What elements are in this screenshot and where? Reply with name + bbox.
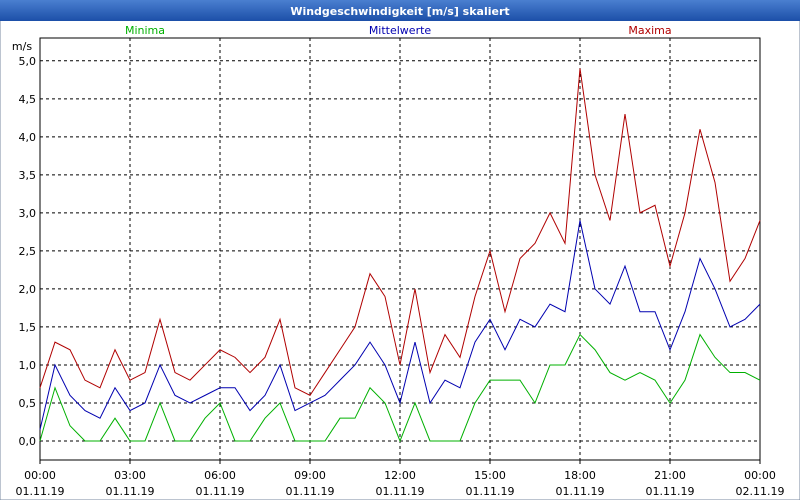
y-tick-label: 1,5	[19, 321, 37, 334]
x-tick-label: 06:00	[204, 469, 236, 482]
title-bar	[0, 0, 800, 21]
x-tick-label: 21:00	[654, 469, 686, 482]
x-tick-label: 12:00	[384, 469, 416, 482]
x-tick-label: 18:00	[564, 469, 596, 482]
x-tick-date: 02.11.19	[736, 485, 785, 498]
y-tick-label: 0,5	[19, 397, 37, 410]
y-tick-label: 2,5	[19, 245, 37, 258]
x-tick-label: 00:00	[24, 469, 56, 482]
y-tick-label: 5,0	[19, 55, 37, 68]
x-tick-date: 01.11.19	[106, 485, 155, 498]
x-tick-date: 01.11.19	[556, 485, 605, 498]
y-tick-label: 1,0	[19, 359, 37, 372]
legend-label: Maxima	[628, 24, 671, 37]
x-tick-date: 01.11.19	[466, 485, 515, 498]
x-tick-label: 00:00	[744, 469, 776, 482]
x-tick-label: 15:00	[474, 469, 506, 482]
series-line	[39, 220, 761, 430]
x-tick-date: 01.11.19	[286, 485, 335, 498]
x-tick-date: 01.11.19	[16, 485, 65, 498]
y-tick-label: 0,0	[19, 435, 37, 448]
chart-title: Windgeschwindigkeit [m/s] skaliert	[290, 5, 509, 18]
y-tick-label: 3,5	[19, 169, 37, 182]
y-unit: m/s	[12, 40, 32, 53]
series-line	[39, 68, 761, 397]
y-tick-label: 4,5	[19, 93, 37, 106]
x-tick-date: 01.11.19	[376, 485, 425, 498]
y-tick-label: 2,0	[19, 283, 37, 296]
series-line	[39, 333, 761, 443]
x-tick-date: 01.11.19	[196, 485, 245, 498]
x-tick-label: 03:00	[114, 469, 146, 482]
x-tick-label: 09:00	[294, 469, 326, 482]
legend-label: Mittelwerte	[369, 24, 432, 37]
x-tick-date: 01.11.19	[646, 485, 695, 498]
y-tick-label: 3,0	[19, 207, 37, 220]
legend-label: Minima	[125, 24, 165, 37]
y-tick-label: 4,0	[19, 131, 37, 144]
